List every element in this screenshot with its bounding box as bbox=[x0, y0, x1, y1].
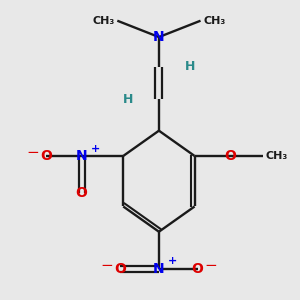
Text: H: H bbox=[122, 93, 133, 106]
Text: H: H bbox=[185, 60, 195, 73]
Text: O: O bbox=[114, 262, 126, 276]
Text: +: + bbox=[168, 256, 177, 266]
Text: CH₃: CH₃ bbox=[203, 16, 226, 26]
Text: O: O bbox=[192, 262, 203, 276]
Text: O: O bbox=[224, 149, 236, 163]
Text: CH₃: CH₃ bbox=[266, 151, 288, 161]
Text: N: N bbox=[153, 262, 165, 276]
Text: O: O bbox=[76, 186, 88, 200]
Text: −: − bbox=[100, 258, 113, 273]
Text: N: N bbox=[76, 149, 88, 163]
Text: +: + bbox=[90, 143, 100, 154]
Text: N: N bbox=[153, 30, 165, 44]
Text: −: − bbox=[26, 146, 39, 160]
Text: CH₃: CH₃ bbox=[92, 16, 114, 26]
Text: −: − bbox=[205, 258, 217, 273]
Text: O: O bbox=[40, 149, 52, 163]
